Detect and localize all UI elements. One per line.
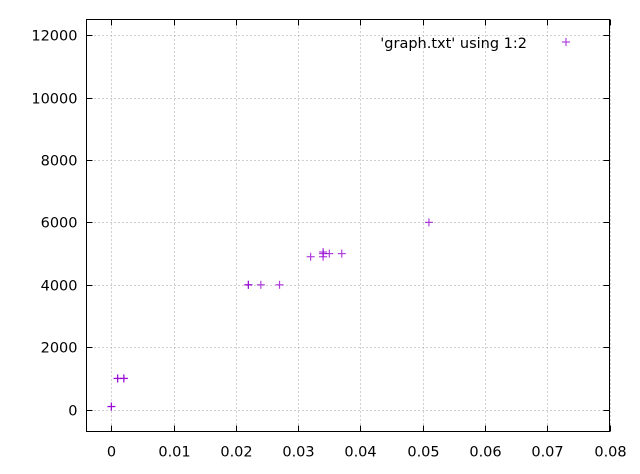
x-tick-label: 0 xyxy=(107,445,116,461)
legend-marker-plus xyxy=(562,38,570,46)
legend: 'graph.txt' using 1:2 xyxy=(380,36,570,52)
legend-marker xyxy=(562,38,570,46)
y-tick-label: 12000 xyxy=(31,29,77,45)
x-tick-label: 0.06 xyxy=(469,445,501,461)
x-tick-label: 0.08 xyxy=(594,445,626,461)
axis-ticks xyxy=(86,19,611,432)
data-point xyxy=(337,249,346,258)
plot-frame xyxy=(86,19,610,432)
x-tick-label: 0.07 xyxy=(531,445,563,461)
data-point xyxy=(325,249,334,258)
y-tick-label: 8000 xyxy=(41,154,78,170)
x-tick-labels: 0 0.01 0.02 0.03 0.04 0.05 0.06 0.07 0.08 xyxy=(107,445,627,461)
data-point xyxy=(275,280,284,289)
x-tick-label: 0.05 xyxy=(407,445,439,461)
grid xyxy=(86,19,611,432)
data-point xyxy=(119,374,128,383)
legend-label: 'graph.txt' using 1:2 xyxy=(380,36,527,52)
y-tick-label: 10000 xyxy=(31,92,77,108)
data-point xyxy=(107,402,116,411)
data-point xyxy=(319,248,328,257)
data-points xyxy=(107,218,433,411)
y-tick-labels: 0 2000 4000 6000 8000 10000 12000 xyxy=(31,29,77,420)
x-tick-label: 0.04 xyxy=(344,445,376,461)
x-tick-label: 0.01 xyxy=(158,445,190,461)
x-tick-label: 0.03 xyxy=(282,445,314,461)
y-tick-label: 6000 xyxy=(41,216,78,232)
y-tick-label: 2000 xyxy=(41,341,78,357)
y-tick-label: 4000 xyxy=(41,279,78,295)
data-point xyxy=(256,280,265,289)
y-tick-label: 0 xyxy=(68,404,77,420)
data-point xyxy=(424,218,433,227)
data-point xyxy=(306,252,315,261)
x-tick-label: 0.02 xyxy=(220,445,252,461)
data-point xyxy=(244,280,253,289)
